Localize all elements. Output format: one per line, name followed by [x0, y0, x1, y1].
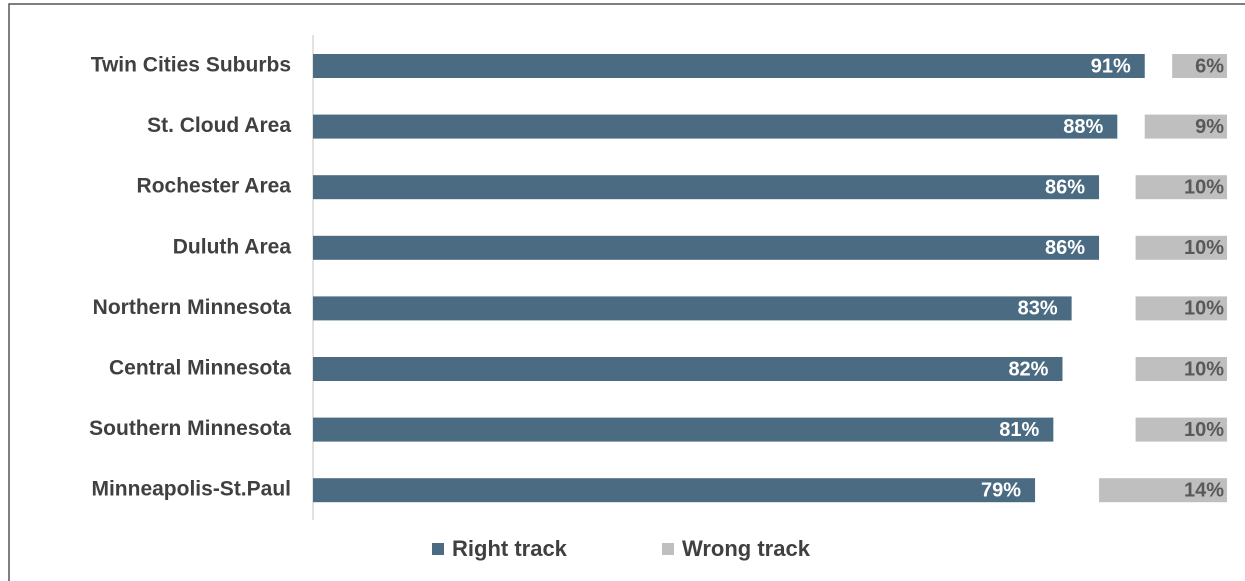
bar [313, 478, 1036, 503]
bar [1135, 417, 1227, 442]
bar [313, 235, 1100, 260]
value-label: 82% [1008, 358, 1048, 380]
bar [1135, 357, 1227, 381]
category-label: St. Cloud Area [147, 114, 291, 137]
value-label: 10% [1184, 176, 1224, 198]
category-label: Minneapolis-St.Paul [91, 478, 291, 501]
bar [1144, 114, 1227, 139]
value-label: 10% [1184, 298, 1224, 320]
bar [313, 357, 1063, 381]
value-label: 83% [1018, 298, 1058, 320]
value-label: 9% [1195, 116, 1224, 138]
category-label: Twin Cities Suburbs [91, 54, 291, 77]
value-label: 86% [1045, 237, 1085, 259]
bar [1135, 296, 1227, 321]
value-label: 79% [981, 479, 1021, 501]
bar [1135, 235, 1227, 260]
value-label: 86% [1045, 176, 1085, 198]
value-label: 10% [1184, 419, 1224, 441]
category-label: Central Minnesota [109, 357, 291, 380]
bar [313, 296, 1072, 321]
value-label: 81% [999, 419, 1039, 441]
frame [8, 3, 1245, 581]
bar [313, 175, 1100, 200]
bar [1135, 175, 1227, 200]
bar [1099, 478, 1227, 503]
category-label: Rochester Area [137, 175, 292, 198]
bar [313, 417, 1054, 442]
legend-swatch [432, 543, 444, 555]
bar [1172, 54, 1227, 78]
legend-label: Wrong track [682, 536, 811, 561]
category-label: Northern Minnesota [93, 296, 292, 319]
legend-swatch [662, 543, 674, 555]
bar [313, 114, 1118, 139]
value-label: 14% [1184, 479, 1224, 501]
value-label: 88% [1063, 116, 1103, 138]
value-label: 10% [1184, 237, 1224, 259]
value-label: 91% [1091, 55, 1131, 77]
value-label: 6% [1195, 55, 1224, 77]
category-label: Duluth Area [173, 235, 292, 258]
category-label: Southern Minnesota [89, 417, 291, 440]
bar [313, 54, 1145, 78]
legend-label: Right track [452, 536, 568, 561]
value-label: 10% [1184, 358, 1224, 380]
